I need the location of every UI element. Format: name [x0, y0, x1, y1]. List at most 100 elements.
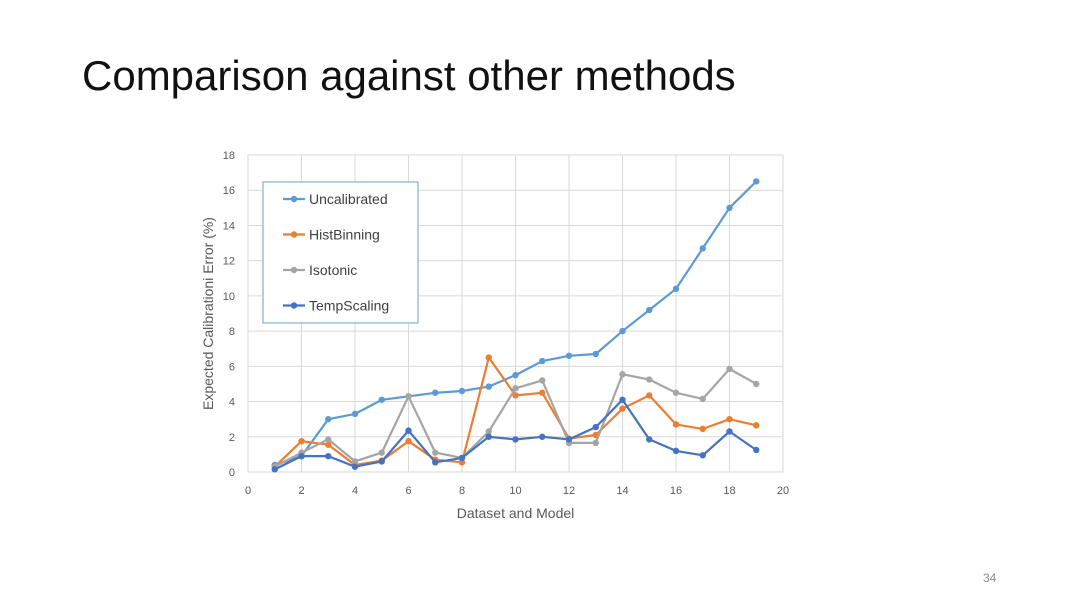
x-tick-label: 10 [509, 485, 521, 497]
chart-legend: Uncalibrated HistBinning Isotonic TempScali… [262, 181, 419, 324]
y-tick-label: 18 [223, 150, 235, 162]
legend-label-isotonic: Isotonic [309, 262, 357, 278]
data-point-tempscaling [646, 436, 653, 443]
y-tick-label: 14 [223, 220, 235, 232]
data-point-tempscaling [672, 447, 680, 455]
data-point-isotonic [726, 365, 733, 373]
data-point-histbinning [646, 392, 653, 399]
legend-label-uncalibrated: Uncalibrated [309, 191, 388, 207]
data-point-tempscaling [458, 454, 466, 462]
data-point-uncalibrated [485, 383, 492, 390]
data-point-histbinning [672, 421, 680, 428]
data-point-isotonic [753, 380, 760, 388]
x-axis-label: Dataset and Model [457, 505, 575, 521]
legend-marker-isotonic [290, 266, 298, 274]
data-point-tempscaling [298, 452, 305, 460]
x-tick-label: 12 [563, 485, 575, 497]
data-point-tempscaling [485, 433, 492, 440]
data-point-uncalibrated [619, 327, 626, 335]
data-point-uncalibrated [539, 357, 546, 365]
y-tick-label: 4 [229, 397, 235, 409]
data-point-uncalibrated [351, 410, 359, 418]
data-point-tempscaling [699, 452, 706, 459]
data-point-isotonic [325, 436, 332, 443]
legend-marker-uncalibrated [290, 195, 298, 203]
y-tick-label: 16 [223, 185, 235, 197]
data-point-histbinning [619, 405, 626, 412]
data-point-uncalibrated [512, 371, 519, 379]
data-point-tempscaling [351, 463, 359, 470]
data-point-histbinning [753, 422, 760, 429]
data-point-tempscaling [539, 433, 546, 440]
legend-label-tempscaling: TempScaling [309, 298, 389, 314]
legend-label-histbinning: HistBinning [309, 227, 380, 243]
y-tick-label: 2 [229, 432, 235, 444]
data-point-histbinning [405, 437, 412, 445]
data-point-histbinning [699, 425, 706, 433]
data-point-isotonic [539, 377, 546, 384]
data-point-histbinning [512, 392, 519, 399]
data-point-tempscaling [405, 427, 412, 434]
data-point-uncalibrated [565, 352, 573, 359]
data-point-isotonic [485, 428, 492, 435]
data-point-tempscaling [753, 446, 760, 454]
data-point-tempscaling [619, 396, 626, 403]
slide-number: 34 [983, 571, 997, 585]
data-point-isotonic [699, 395, 706, 403]
data-point-isotonic [646, 376, 653, 383]
data-point-uncalibrated [458, 387, 466, 395]
x-tick-label: 0 [245, 485, 251, 497]
y-tick-label: 0 [229, 467, 235, 479]
data-point-isotonic [405, 393, 412, 400]
x-tick-label: 6 [405, 485, 411, 497]
y-tick-label: 10 [223, 291, 235, 303]
data-point-isotonic [592, 439, 599, 447]
y-tick-label: 12 [223, 256, 235, 268]
data-point-uncalibrated [325, 415, 332, 423]
data-point-uncalibrated [592, 350, 599, 358]
chart-series [271, 178, 760, 473]
data-point-isotonic [432, 449, 439, 456]
data-point-uncalibrated [753, 178, 760, 185]
data-point-histbinning [458, 459, 466, 466]
data-point-isotonic [378, 449, 385, 456]
legend-box [262, 181, 419, 324]
legend-marker-tempscaling [290, 302, 298, 309]
x-tick-label: 8 [459, 485, 465, 497]
series-tempscaling [271, 396, 760, 473]
y-axis-label: Expected Calibrationi Error (%) [200, 217, 216, 410]
data-point-isotonic [672, 389, 680, 396]
data-point-histbinning [539, 389, 546, 396]
x-tick-label: 2 [298, 485, 304, 497]
x-tick-label: 14 [616, 485, 628, 497]
data-point-histbinning [298, 437, 305, 445]
data-point-tempscaling [726, 428, 733, 435]
series-isotonic [271, 365, 760, 470]
data-point-uncalibrated [726, 204, 733, 212]
data-point-isotonic [351, 458, 359, 465]
data-point-uncalibrated [378, 396, 385, 403]
x-tick-label: 20 [777, 485, 789, 497]
data-point-tempscaling [432, 459, 439, 466]
legend-marker-histbinning [290, 231, 298, 238]
axis-ticks: 0 2 4 6 8 10 12 14 16 18 0 2 4 6 8 10 12 14 16 18 20 [223, 150, 789, 497]
data-point-tempscaling [592, 423, 599, 431]
x-tick-label: 4 [352, 485, 358, 497]
y-tick-label: 6 [229, 361, 235, 373]
data-point-histbinning [726, 415, 733, 423]
x-tick-label: 16 [670, 485, 682, 497]
data-point-uncalibrated [432, 389, 439, 396]
data-point-tempscaling [512, 436, 519, 443]
data-point-tempscaling [565, 436, 573, 443]
data-point-uncalibrated [646, 306, 653, 314]
data-point-uncalibrated [672, 285, 680, 293]
plot-area-border [247, 154, 784, 473]
data-point-tempscaling [378, 458, 385, 465]
x-tick-label: 18 [723, 485, 735, 497]
data-point-uncalibrated [699, 245, 706, 252]
data-point-tempscaling [271, 466, 278, 473]
data-point-isotonic [512, 385, 519, 392]
data-point-isotonic [619, 371, 626, 378]
y-tick-label: 8 [229, 326, 235, 338]
